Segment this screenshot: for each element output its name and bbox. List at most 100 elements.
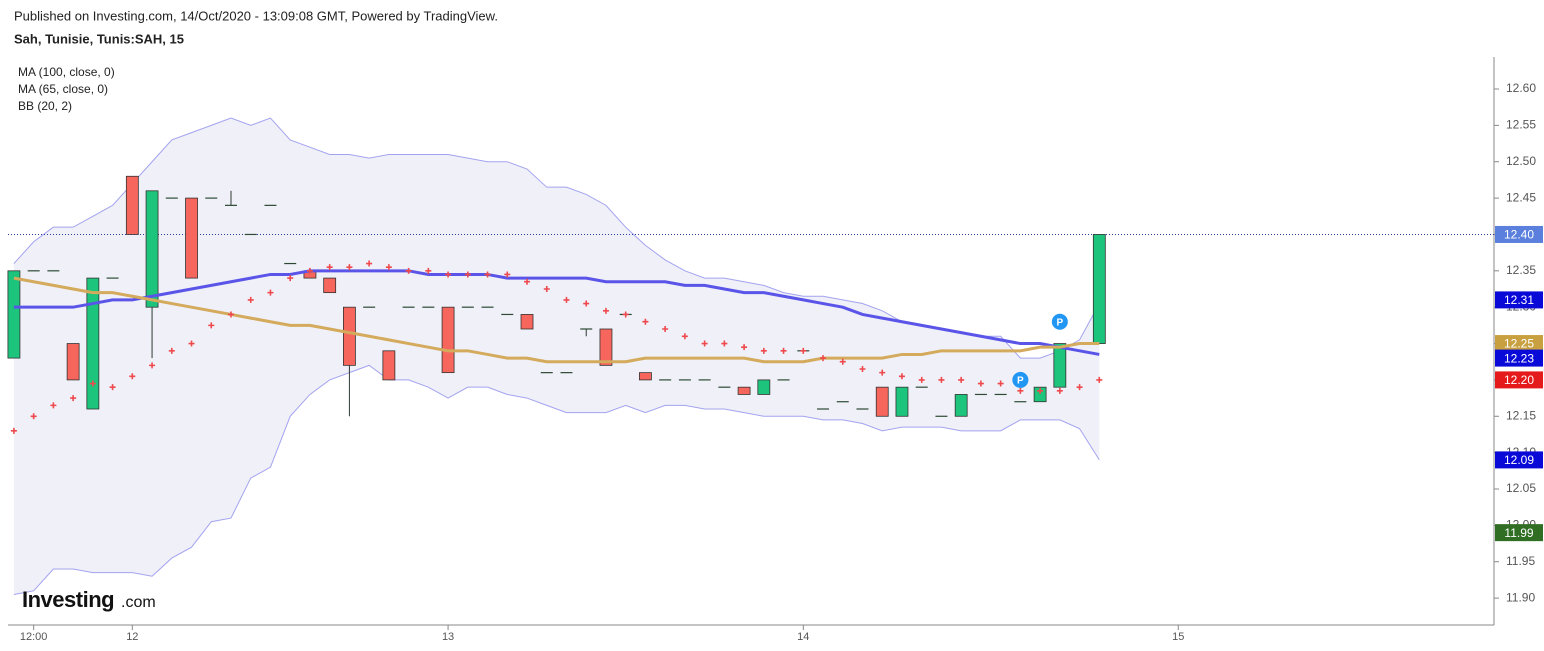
sar-point [346, 264, 353, 271]
y-tick-label: 12.35 [1506, 263, 1536, 277]
sar-point [563, 296, 570, 303]
logo-suffix: .com [121, 594, 156, 611]
sar-point [721, 340, 728, 347]
price-tag [1495, 371, 1543, 389]
sar-point [879, 369, 886, 376]
price-tag-label: 12.20 [1504, 373, 1534, 387]
candle-body [343, 306, 356, 366]
sar-point [1076, 384, 1083, 391]
sar-point [10, 427, 17, 434]
candle-body [639, 372, 652, 381]
price-tag-label: 12.09 [1504, 453, 1534, 467]
legend-label: BB (20, 2) [18, 99, 72, 113]
sar-point [1096, 376, 1103, 383]
sar-point [622, 311, 629, 318]
bollinger-lower [13, 364, 1100, 595]
sar-point [247, 296, 254, 303]
sar-point [997, 380, 1004, 387]
y-tick-label: 12.15 [1506, 408, 1536, 422]
sar-point [839, 358, 846, 365]
moving-average [13, 276, 1100, 364]
candle-body [185, 197, 198, 279]
sar-point [760, 347, 767, 354]
x-tick-label: 13 [442, 631, 454, 643]
x-tick-label: 12:00 [20, 631, 48, 643]
candle-body [145, 190, 159, 308]
sar-point [484, 271, 491, 278]
candle-body [66, 343, 80, 381]
marker-label: P [1017, 376, 1024, 387]
sar-point [681, 333, 688, 340]
x-tick-label: 14 [797, 631, 809, 643]
y-tick-label: 12.45 [1506, 190, 1536, 204]
y-tick-label: 11.90 [1506, 590, 1535, 604]
sar-point [1037, 387, 1044, 394]
sar-point [820, 355, 827, 362]
sar-point [405, 267, 412, 274]
sar-point [602, 307, 609, 314]
candle-body [382, 350, 396, 381]
sar-point [918, 376, 925, 383]
price-tag-label: 12.40 [1504, 228, 1534, 242]
candle-body [875, 386, 889, 417]
price-tag [1495, 225, 1543, 243]
y-tick-label: 12.50 [1506, 154, 1536, 168]
candle-body [954, 394, 968, 417]
sar-point [129, 373, 136, 380]
sar-point [168, 347, 175, 354]
y-tick-label: 12.05 [1506, 481, 1536, 495]
sar-point [385, 264, 392, 271]
candle-body [7, 270, 21, 359]
marker [1012, 371, 1029, 388]
candle-body [895, 386, 909, 417]
sar-point [741, 344, 748, 351]
price-tag [1495, 524, 1543, 542]
candle-body [599, 328, 613, 366]
y-tick-label: 12.55 [1506, 118, 1536, 132]
candle-body [1053, 343, 1067, 388]
sar-point [1056, 387, 1063, 394]
sar-point [543, 286, 550, 292]
price-tag [1495, 335, 1543, 353]
candle-body [125, 175, 139, 235]
sar-point [504, 271, 511, 278]
price-tag-label: 12.23 [1504, 351, 1534, 365]
sar-point [109, 384, 116, 391]
sar-point [267, 289, 274, 296]
candle-body [1092, 234, 1106, 344]
symbol-title: Sah, Tunisie, Tunis:SAH, 15 [14, 31, 184, 46]
logo-brand: Investing [22, 587, 114, 612]
sar-point [227, 311, 234, 318]
sar-point [425, 267, 432, 274]
price-tag-label: 12.31 [1504, 293, 1534, 307]
sar-point [1017, 387, 1024, 394]
sar-point [208, 322, 215, 329]
legend-label: MA (100, close, 0) [18, 65, 115, 79]
sar-point [898, 373, 905, 380]
candle-body [737, 386, 751, 395]
sar-point [445, 271, 452, 278]
sar-point [366, 260, 373, 267]
sar-point [287, 275, 294, 282]
bollinger-band [13, 118, 1100, 595]
candle-body [757, 379, 771, 395]
candle-body [323, 277, 337, 294]
x-tick-label: 12 [126, 631, 138, 643]
sar-point [701, 340, 708, 347]
sar-point [800, 347, 807, 354]
sar-point [464, 271, 471, 278]
marker [1051, 313, 1068, 330]
sar-point [524, 278, 531, 285]
candle-body [441, 306, 455, 374]
legend-label: MA (65, close, 0) [18, 82, 108, 96]
sar-point [977, 380, 984, 387]
price-tag [1495, 349, 1543, 367]
candle-body [86, 277, 100, 410]
sar-point [583, 300, 590, 307]
sar-point [188, 340, 195, 347]
y-tick-label: 11.95 [1506, 554, 1535, 568]
sar-point [326, 264, 333, 271]
candle-body [520, 314, 534, 330]
sar-point [89, 380, 96, 387]
